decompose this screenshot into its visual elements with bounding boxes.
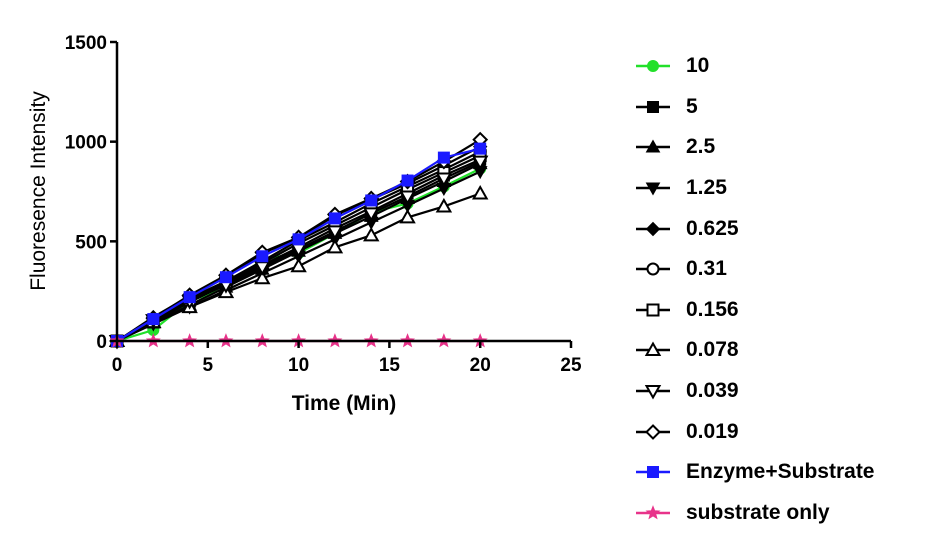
- legend-item: 1.25: [636, 168, 875, 209]
- legend-label: 0.019: [686, 419, 739, 443]
- legend-marker: [644, 385, 662, 400]
- data-point: [471, 155, 489, 171]
- x-axis-title: Time (Min): [292, 392, 397, 415]
- y-tick-label: 0: [96, 332, 107, 353]
- data-point: [256, 250, 269, 263]
- data-point: [474, 142, 487, 155]
- legend-item: 0.31: [636, 249, 875, 290]
- x-tick-label: 20: [470, 355, 491, 376]
- legend: 10 5 2.5 1.25 0.625 0.31 0.156 0.078 0.039 0.019 E…: [636, 46, 875, 533]
- y-axis-title: Fluoresence Intensity: [27, 91, 50, 291]
- plot-area: [108, 131, 489, 350]
- x-tick-label: 10: [288, 355, 309, 376]
- legend-marker: [645, 182, 661, 196]
- legend-item: 0.019: [636, 411, 875, 452]
- legend-item: 10: [636, 46, 875, 87]
- series-0-078: [108, 184, 489, 347]
- legend-item: 0.078: [636, 330, 875, 371]
- data-point: [326, 225, 344, 240]
- legend-marker: [646, 262, 660, 276]
- data-point: [399, 208, 416, 224]
- legend-label: 0.078: [686, 338, 739, 362]
- data-point: [326, 238, 344, 254]
- legend-label: 5: [686, 94, 698, 118]
- legend-label: 10: [686, 54, 710, 78]
- data-point: [147, 313, 160, 326]
- legend-marker: [646, 303, 660, 317]
- legend-item: 2.5: [636, 127, 875, 168]
- legend-marker: [645, 139, 661, 153]
- legend-swatch: [636, 385, 670, 400]
- data-point: [435, 197, 453, 213]
- legend-swatch: [636, 466, 670, 479]
- legend-marker: [645, 423, 661, 440]
- legend-label: 0.156: [686, 297, 739, 321]
- legend-marker: [644, 341, 662, 357]
- data-point: [290, 257, 307, 273]
- legend-item: 0.625: [636, 208, 875, 249]
- legend-swatch: [636, 341, 670, 357]
- legend-swatch: [636, 262, 670, 276]
- legend-item: Enzyme+Substrate: [636, 452, 875, 493]
- legend-item: 5: [636, 87, 875, 128]
- legend-label: Enzyme+Substrate: [686, 460, 875, 484]
- legend-label: substrate only: [686, 500, 830, 524]
- data-point: [183, 291, 196, 304]
- data-point: [437, 151, 450, 164]
- x-tick-label: 0: [112, 355, 123, 376]
- legend-label: 2.5: [686, 135, 716, 159]
- data-point: [363, 207, 380, 222]
- data-point: [292, 233, 305, 246]
- legend-marker: [647, 466, 659, 479]
- legend-marker: [647, 100, 659, 113]
- legend-label: 0.039: [686, 379, 739, 403]
- legend-swatch: [636, 221, 670, 236]
- x-tick-label: 15: [379, 355, 401, 376]
- legend-swatch: [636, 100, 670, 113]
- data-point: [219, 271, 232, 284]
- legend-marker: [647, 60, 659, 73]
- axes: [115, 42, 571, 343]
- ticks: 0 5 10 15 20 25 0 500 1000 1500: [65, 33, 582, 376]
- legend-label: 0.625: [686, 216, 739, 240]
- x-tick-label: 25: [560, 355, 582, 376]
- legend-swatch: [636, 182, 670, 196]
- data-point: [471, 184, 489, 200]
- legend-marker: [645, 504, 661, 520]
- legend-item: 0.156: [636, 290, 875, 331]
- data-point: [401, 174, 414, 187]
- y-tick-label: 1500: [65, 33, 107, 54]
- data-point: [435, 172, 453, 188]
- y-tick-label: 500: [75, 232, 107, 253]
- legend-item: substrate only: [636, 493, 875, 534]
- data-point: [363, 226, 380, 242]
- data-point: [328, 212, 341, 225]
- legend-swatch: [636, 60, 670, 73]
- legend-label: 1.25: [686, 176, 727, 200]
- data-point: [365, 194, 378, 207]
- legend-label: 0.31: [686, 257, 727, 281]
- legend-marker: [645, 221, 661, 236]
- legend-swatch: [636, 139, 670, 153]
- y-tick-label: 1000: [65, 133, 107, 154]
- x-tick-label: 5: [203, 355, 214, 376]
- data-point: [399, 190, 416, 206]
- legend-swatch: [636, 303, 670, 317]
- legend-swatch: [636, 504, 670, 520]
- legend-item: 0.039: [636, 371, 875, 412]
- data-point: [254, 269, 271, 285]
- legend-swatch: [636, 423, 670, 440]
